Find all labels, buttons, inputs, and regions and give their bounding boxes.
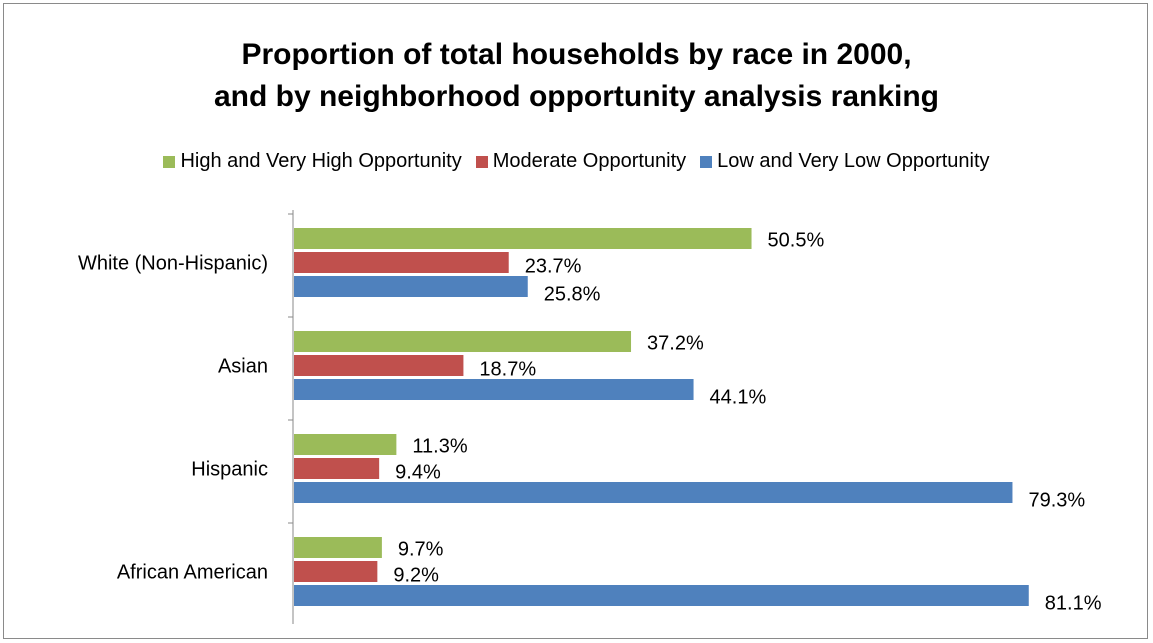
data-label-moderate-opportunity-asian: 18.7% [479,359,536,381]
legend-item-low-opportunity: Low and Very Low Opportunity [700,150,990,173]
legend-swatch-low-opportunity [700,155,713,168]
category-label-hispanic: Hispanic [191,459,268,481]
bar-low-and-very-low-opportunity-african-american [294,585,1029,606]
data-label-low-and-very-low-opportunity-asian: 44.1% [710,387,767,409]
chart-frame: Proportion of total households by race i… [3,3,1148,639]
data-label-low-and-very-low-opportunity-white-non-hispanic: 25.8% [544,284,601,306]
data-label-low-and-very-low-opportunity-hispanic: 79.3% [1028,490,1085,512]
bar-high-and-very-high-opportunity-african-american [294,537,382,558]
legend-label-high-opportunity: High and Very High Opportunity [180,150,462,172]
chart-title-line-1: Proportion of total households by race i… [241,38,912,71]
legend-swatch-moderate-opportunity [475,155,488,168]
bar-moderate-opportunity-asian [294,355,464,376]
data-label-high-and-very-high-opportunity-asian: 37.2% [647,333,704,355]
data-label-high-and-very-high-opportunity-white-non-hispanic: 50.5% [768,230,825,252]
bar-moderate-opportunity-african-american [294,561,378,582]
data-label-moderate-opportunity-white-non-hispanic: 23.7% [525,256,582,278]
data-label-low-and-very-low-opportunity-african-american: 81.1% [1045,593,1102,615]
chart-title: Proportion of total households by race i… [4,34,1149,118]
bar-low-and-very-low-opportunity-white-non-hispanic [294,276,528,297]
data-label-moderate-opportunity-hispanic: 9.4% [395,462,441,484]
bar-low-and-very-low-opportunity-asian [294,379,694,400]
legend-label-moderate-opportunity: Moderate Opportunity [492,150,687,172]
legend-item-high-opportunity: High and Very High Opportunity [163,150,462,173]
category-label-white-non-hispanic: White (Non-Hispanic) [78,253,268,275]
chart-title-line-2: and by neighborhood opportunity analysis… [213,80,940,113]
category-label-african-american: African American [117,562,268,584]
bar-high-and-very-high-opportunity-white-non-hispanic [294,228,752,249]
chart-legend: High and Very High Opportunity Moderate … [4,150,1149,173]
legend-swatch-high-opportunity [163,155,176,168]
bar-moderate-opportunity-white-non-hispanic [294,252,509,273]
data-label-high-and-very-high-opportunity-african-american: 9.7% [398,539,444,561]
bar-high-and-very-high-opportunity-hispanic [294,434,397,455]
bar-moderate-opportunity-hispanic [294,458,380,479]
data-label-moderate-opportunity-african-american: 9.2% [393,565,439,587]
data-label-high-and-very-high-opportunity-hispanic: 11.3% [412,436,467,458]
legend-label-low-opportunity: Low and Very Low Opportunity [717,150,990,172]
bar-high-and-very-high-opportunity-asian [294,331,632,352]
bar-low-and-very-low-opportunity-hispanic [294,482,1013,503]
category-label-asian: Asian [218,356,268,378]
legend-item-moderate-opportunity: Moderate Opportunity [475,150,687,173]
